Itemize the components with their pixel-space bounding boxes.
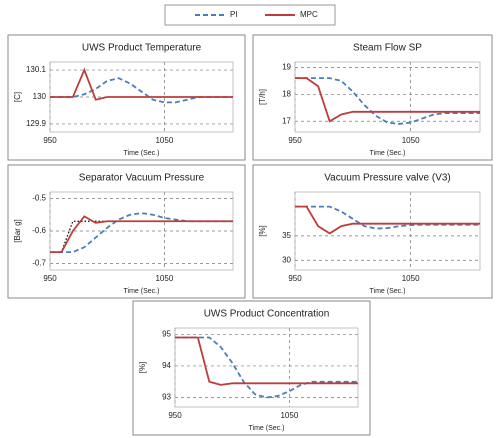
- y-tick-label: 129.9: [26, 119, 47, 128]
- x-tick-label: 950: [168, 411, 182, 420]
- chart-title: UWS Product Temperature: [82, 43, 202, 54]
- series-line: [175, 336, 358, 386]
- x-tick-label: 1050: [155, 136, 173, 145]
- y-tick-label: 93: [162, 393, 171, 402]
- x-tick-label: 1050: [280, 411, 298, 420]
- panel: [252, 164, 493, 299]
- chart-title: UWS Product Concentration: [204, 309, 330, 320]
- x-tick-label: 1050: [402, 136, 420, 145]
- series-line: [295, 205, 480, 230]
- x-axis-label: Time (Sec.): [370, 288, 406, 295]
- legend-box: [164, 4, 336, 26]
- y-axis-label: [Bar g]: [13, 219, 22, 243]
- x-axis-label: Time (Sec.): [124, 288, 160, 295]
- plot-frame: [174, 327, 359, 408]
- y-axis-label: [%]: [258, 225, 267, 237]
- series-line: [50, 67, 233, 101]
- x-tick-label: 950: [43, 274, 57, 283]
- panel: [7, 164, 246, 299]
- y-tick-label: 18: [282, 89, 291, 98]
- y-tick-label: -0.5: [32, 194, 46, 203]
- x-tick-label: 950: [288, 136, 302, 145]
- y-tick-label: -0.7: [32, 259, 46, 268]
- y-tick-label: 130: [33, 92, 47, 101]
- plot-frame: [49, 191, 234, 271]
- series-line: [295, 205, 480, 235]
- x-axis-label: Time (Sec.): [124, 150, 160, 157]
- series-line: [50, 215, 233, 254]
- series-line: [295, 77, 480, 125]
- y-axis-label: [C]: [13, 92, 22, 102]
- y-tick-label: 130.1: [26, 65, 47, 74]
- y-tick-label: 35: [282, 231, 291, 240]
- y-tick-label: -0.6: [32, 226, 46, 235]
- x-tick-label: 950: [288, 274, 302, 283]
- plot-frame: [294, 61, 481, 133]
- chart-title: Separator Vacuum Pressure: [79, 173, 205, 184]
- x-tick-label: 1050: [155, 274, 173, 283]
- y-tick-label: 30: [282, 255, 291, 264]
- y-tick-label: 19: [282, 62, 291, 71]
- x-axis-label: Time (Sec.): [249, 425, 285, 432]
- x-axis-label: Time (Sec.): [370, 150, 406, 157]
- y-axis-label: [T/h]: [258, 89, 267, 105]
- y-axis-label: [%]: [138, 362, 147, 374]
- y-tick-label: 94: [162, 361, 171, 370]
- panel: [252, 34, 493, 161]
- panel: [132, 300, 371, 436]
- legend-label: PI: [230, 10, 238, 19]
- legend-label: MPC: [300, 10, 318, 19]
- x-tick-label: 950: [43, 136, 57, 145]
- y-tick-label: 17: [282, 116, 291, 125]
- chart-title: Vacuum Pressure valve (V3): [324, 173, 451, 184]
- series-line: [295, 77, 480, 123]
- chart-title: Steam Flow SP: [353, 43, 422, 54]
- plot-frame: [294, 191, 481, 271]
- x-tick-label: 1050: [402, 274, 420, 283]
- y-tick-label: 95: [162, 329, 171, 338]
